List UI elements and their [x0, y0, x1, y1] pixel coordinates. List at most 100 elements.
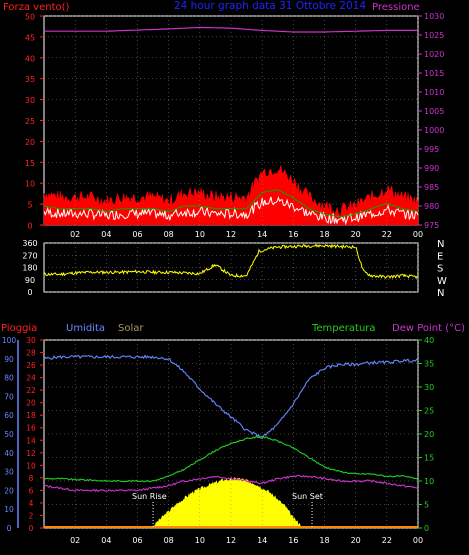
top-x-tick-label: 12 — [226, 230, 236, 239]
humidity-tick-label: 30 — [4, 468, 14, 477]
bottom-x-tick-label: 22 — [382, 536, 392, 545]
bottom-x-tick-label: 04 — [101, 536, 111, 545]
temperature-label: Temperatura — [311, 323, 376, 334]
bottom-x-tick-label: 08 — [164, 536, 174, 545]
top-left-tick-label: 50 — [25, 13, 35, 22]
rain-tick-label: 2 — [29, 511, 34, 520]
wind-direction-series — [43, 243, 419, 280]
compass-label: S — [437, 264, 443, 275]
compass-label: N — [437, 288, 444, 299]
humidity-label: Umidita — [66, 323, 105, 334]
humidity-tick-label: 60 — [4, 411, 14, 420]
compass-label: N — [437, 239, 444, 250]
humidity-tick-label: 90 — [4, 355, 14, 364]
top-x-tick-label: 00 — [413, 230, 423, 239]
dir-tick-label: 180 — [22, 264, 37, 273]
bottom-x-tick-label: 18 — [319, 536, 329, 545]
bottom-x-tick-label: 12 — [226, 536, 236, 545]
top-right-tick-label: 1005 — [424, 107, 444, 116]
top-right-tick-label: 1020 — [424, 50, 444, 59]
rain-tick-label: 22 — [26, 386, 36, 395]
top-left-tick-label: 25 — [25, 117, 35, 126]
dir-tick-label: 360 — [22, 239, 37, 248]
temp-tick-label: 10 — [424, 477, 434, 486]
rain-tick-label: 16 — [26, 424, 36, 433]
top-x-tick-label: 02 — [70, 230, 80, 239]
top-right-tick-label: 1025 — [424, 31, 444, 40]
rain-tick-label: 30 — [26, 336, 36, 345]
chart-marks: 0510152025303540455097598098599099510001… — [2, 12, 447, 545]
top-right-tick-label: 995 — [424, 145, 439, 154]
top-x-tick-label: 22 — [382, 230, 392, 239]
rain-tick-label: 8 — [29, 474, 34, 483]
top-left-tick-label: 15 — [25, 159, 35, 168]
bottom-x-tick-label: 20 — [351, 536, 361, 545]
top-left-tick-label: 35 — [25, 75, 35, 84]
temp-tick-label: 25 — [424, 407, 434, 416]
bottom-x-tick-label: 02 — [70, 536, 80, 545]
humidity-tick-label: 0 — [7, 524, 12, 533]
humidity-tick-label: 100 — [2, 336, 17, 345]
rain-tick-label: 26 — [26, 361, 36, 370]
dir-tick-label: 0 — [27, 288, 32, 297]
humidity-tick-label: 50 — [4, 430, 14, 439]
temp-tick-label: 20 — [424, 430, 434, 439]
humidity-tick-label: 40 — [4, 449, 14, 458]
dewpoint-label: Dew Point (°C) — [392, 323, 465, 334]
wind-axis-label: Forza vento() — [3, 2, 70, 13]
compass-label: W — [437, 276, 447, 287]
top-x-tick-label: 16 — [288, 230, 298, 239]
rain-tick-label: 14 — [26, 436, 36, 445]
top-left-tick-label: 0 — [27, 222, 32, 231]
compass-label: E — [437, 251, 443, 262]
top-left-tick-label: 5 — [27, 201, 32, 210]
bottom-x-tick-label: 06 — [132, 536, 142, 545]
bottom-x-tick-label: 14 — [257, 536, 267, 545]
temp-tick-label: 0 — [424, 524, 429, 533]
top-right-tick-label: 975 — [424, 221, 439, 230]
dir-tick-label: 90 — [25, 276, 35, 285]
temp-tick-label: 5 — [424, 501, 429, 510]
rain-tick-label: 12 — [26, 449, 36, 458]
rain-label: Pioggia — [1, 323, 37, 334]
humidity-tick-label: 20 — [4, 486, 14, 495]
top-chart-title: 24 hour graph data 31 Ottobre 2014 — [174, 0, 366, 12]
temp-tick-label: 35 — [424, 360, 434, 369]
rain-tick-label: 24 — [26, 374, 36, 383]
rain-tick-label: 18 — [26, 411, 36, 420]
rain-tick-label: 28 — [26, 349, 36, 358]
temp-tick-label: 30 — [424, 383, 434, 392]
rain-tick-label: 6 — [29, 486, 34, 495]
solar-label: Solar — [118, 323, 144, 334]
rain-tick-label: 4 — [29, 499, 34, 508]
temp-tick-label: 15 — [424, 454, 434, 463]
top-x-tick-label: 06 — [132, 230, 142, 239]
top-x-tick-label: 18 — [319, 230, 329, 239]
top-x-tick-label: 10 — [195, 230, 205, 239]
top-left-tick-label: 45 — [25, 33, 35, 42]
top-left-tick-label: 30 — [25, 96, 35, 105]
humidity-tick-label: 70 — [4, 392, 14, 401]
dewpoint-series — [43, 474, 419, 493]
top-right-tick-label: 980 — [424, 202, 439, 211]
wind-gust-area — [43, 165, 419, 226]
sunrise-annotation: Sun Rise — [132, 492, 167, 501]
humidity-tick-label: 80 — [4, 374, 14, 383]
sunset-annotation: Sun Set — [292, 492, 323, 501]
top-left-tick-label: 20 — [25, 138, 35, 147]
top-right-tick-label: 1010 — [424, 88, 444, 97]
top-x-tick-label: 14 — [257, 230, 267, 239]
humidity-tick-label: 10 — [4, 505, 14, 514]
top-left-tick-label: 40 — [25, 54, 35, 63]
dir-tick-label: 270 — [22, 251, 37, 260]
top-right-tick-label: 985 — [424, 183, 439, 192]
top-x-tick-label: 20 — [351, 230, 361, 239]
temperature-series — [43, 435, 419, 483]
rain-tick-label: 20 — [26, 399, 36, 408]
top-left-tick-label: 10 — [25, 180, 35, 189]
top-x-tick-label: 08 — [164, 230, 174, 239]
rain-tick-label: 0 — [29, 524, 34, 533]
bottom-x-tick-label: 16 — [288, 536, 298, 545]
top-right-tick-label: 1000 — [424, 126, 444, 135]
